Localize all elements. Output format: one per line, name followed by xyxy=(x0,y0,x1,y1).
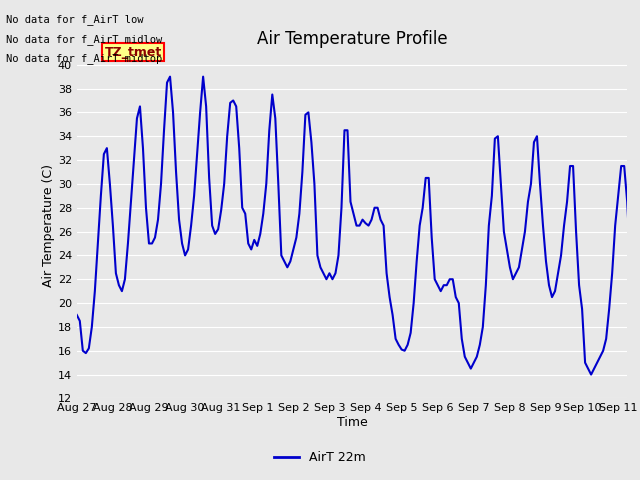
Y-axis label: Air Temperature (C): Air Temperature (C) xyxy=(42,164,55,287)
Legend: AirT 22m: AirT 22m xyxy=(269,446,371,469)
Title: Air Temperature Profile: Air Temperature Profile xyxy=(257,30,447,48)
Text: TZ_tmet: TZ_tmet xyxy=(104,46,162,59)
Text: No data for f_AirT midtop: No data for f_AirT midtop xyxy=(6,53,163,64)
X-axis label: Time: Time xyxy=(337,416,367,429)
Text: No data for f_AirT low: No data for f_AirT low xyxy=(6,14,144,25)
Text: No data for f_AirT midlow: No data for f_AirT midlow xyxy=(6,34,163,45)
